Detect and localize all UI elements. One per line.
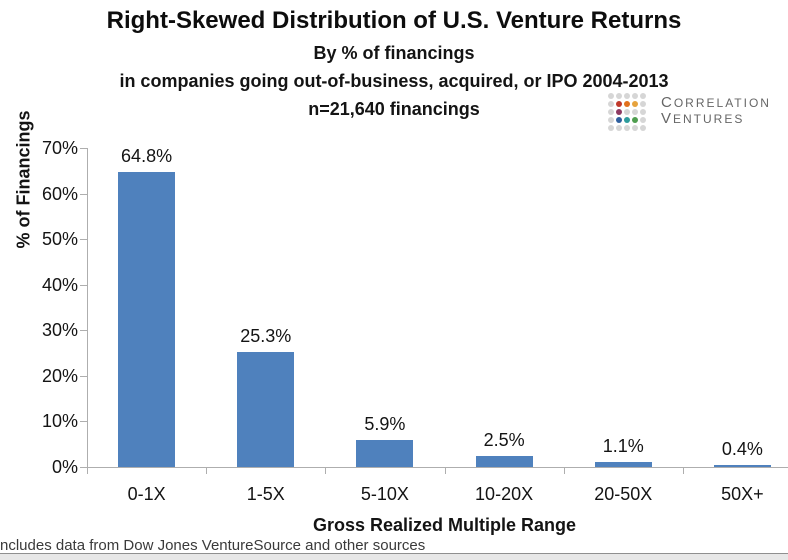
y-tick-mark <box>80 148 87 149</box>
logo-dot <box>624 117 630 123</box>
logo-dot <box>632 101 638 107</box>
bar-value-label: 0.4% <box>721 439 763 459</box>
chart-subtitle-companies: in companies going out-of-business, acqu… <box>119 71 669 91</box>
bar-value-label: 2.5% <box>483 430 525 450</box>
bar <box>237 352 295 467</box>
logo-dot <box>632 125 638 131</box>
bar <box>356 440 414 467</box>
y-tick-mark <box>80 239 87 241</box>
y-tick-label: 30% <box>41 320 78 341</box>
logo-line-ventures: VENTURES <box>661 110 745 127</box>
logo-dot <box>624 109 630 115</box>
source-note: ncludes data from Dow Jones VentureSourc… <box>0 537 426 554</box>
logo-dot <box>608 117 614 123</box>
chart-subtitle-financings: By % of financings <box>313 43 475 63</box>
logo-dot <box>632 109 638 115</box>
logo-dot <box>624 93 630 99</box>
logo-dot <box>616 125 622 131</box>
logo-dot <box>640 93 646 99</box>
x-axis-title: Gross Realized Multiple Range <box>312 515 577 535</box>
logo-wordmark: CORRELATION VENTURES <box>661 95 771 127</box>
y-tick-mark <box>80 467 87 468</box>
y-tick-label: 0% <box>51 457 78 477</box>
y-axis-line <box>87 148 88 467</box>
logo-dot <box>616 117 622 123</box>
x-category-label: 5-10X <box>360 484 409 504</box>
bar-value-label: 5.9% <box>364 414 406 434</box>
chart-title: Right-Skewed Distribution of U.S. Ventur… <box>106 7 682 34</box>
x-category-label: 50X+ <box>721 484 764 504</box>
logo-dot <box>632 93 638 99</box>
x-category-label: 0-1X <box>127 484 166 504</box>
x-category-label: 20-50X <box>594 484 653 504</box>
x-axis-line <box>87 467 788 468</box>
y-tick-label: 20% <box>41 365 78 386</box>
x-tick-mark <box>325 468 327 474</box>
bar-value-label: 25.3% <box>240 326 292 346</box>
x-category-label: 1-5X <box>246 484 285 504</box>
bar <box>118 172 176 467</box>
y-tick-label: 40% <box>41 274 78 295</box>
chart-subtitle-sample-size: n=21,640 financings <box>308 99 480 119</box>
x-tick-mark <box>444 468 446 474</box>
logo-dot <box>632 117 638 123</box>
logo-dot <box>616 109 622 115</box>
x-tick-mark <box>206 468 208 474</box>
y-tick-label: 60% <box>41 183 78 204</box>
logo-dot <box>624 125 630 131</box>
logo-dot <box>616 93 622 99</box>
logo-line-correlation: CORRELATION <box>661 94 771 111</box>
y-tick-label: 50% <box>41 229 78 250</box>
y-tick-mark <box>80 421 87 423</box>
logo-dot <box>640 117 646 123</box>
logo-dot <box>608 125 614 131</box>
logo-dot <box>640 101 646 107</box>
y-axis-title: % of Financings <box>13 110 34 249</box>
x-tick-mark <box>563 468 565 474</box>
y-tick-mark <box>80 375 87 377</box>
logo-dot <box>608 93 614 99</box>
y-tick-mark <box>80 284 87 286</box>
logo-dot <box>624 101 630 107</box>
logo-dot <box>640 109 646 115</box>
bar-value-label: 1.1% <box>602 436 644 456</box>
bottom-divider-band <box>0 553 788 560</box>
logo-dot <box>616 101 622 107</box>
logo-dot-grid-icon <box>608 93 646 131</box>
y-tick-mark <box>80 193 87 195</box>
y-tick-mark <box>80 330 87 332</box>
logo-dot <box>608 109 614 115</box>
logo-dot <box>640 125 646 131</box>
bar-value-label: 64.8% <box>121 146 173 166</box>
logo-dot <box>608 101 614 107</box>
correlation-ventures-logo: CORRELATION VENTURES <box>608 91 771 131</box>
bar <box>713 465 771 467</box>
x-tick-mark <box>87 468 88 474</box>
x-tick-mark <box>682 468 684 474</box>
x-category-label: 10-20X <box>475 484 534 504</box>
y-tick-label: 70% <box>41 138 78 158</box>
bar <box>594 462 652 467</box>
bar <box>475 456 533 467</box>
y-tick-label: 10% <box>41 411 78 432</box>
